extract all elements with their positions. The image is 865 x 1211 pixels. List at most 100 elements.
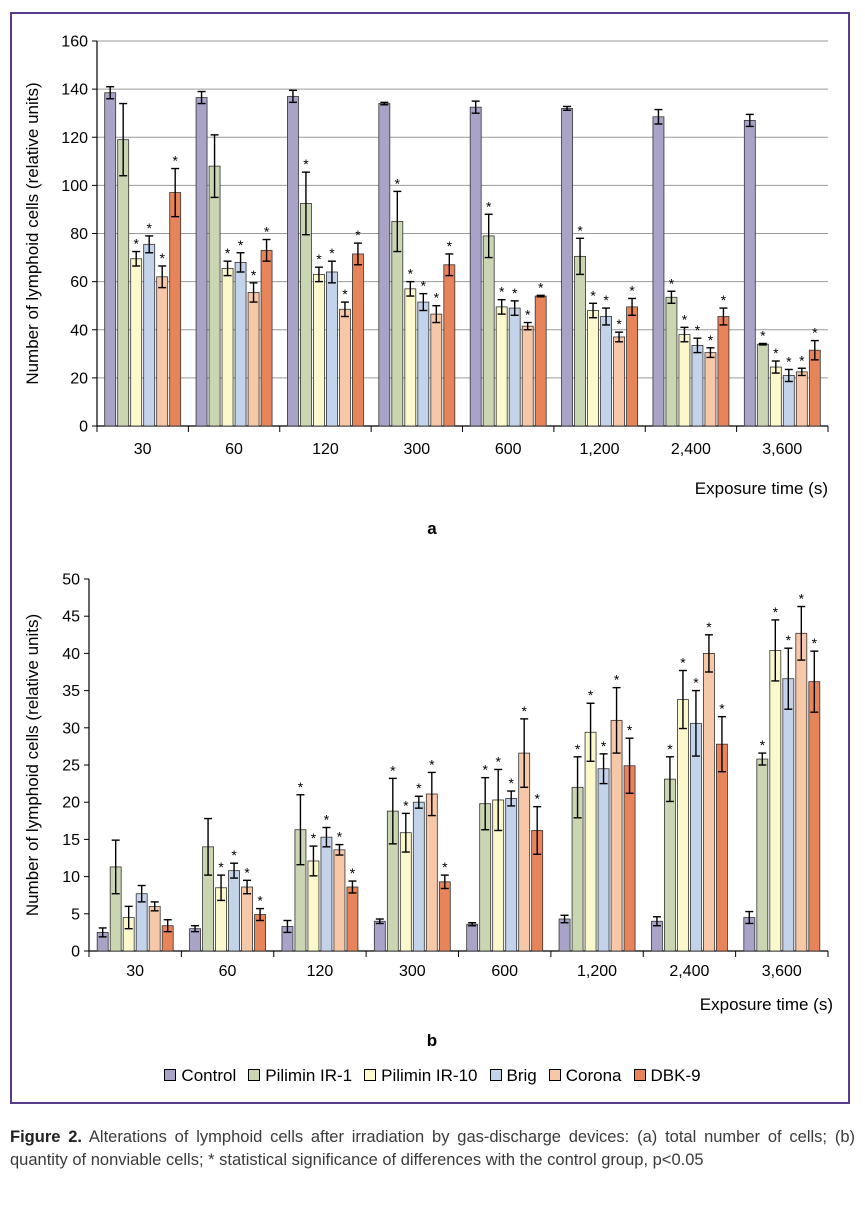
significance-marker: * (508, 775, 514, 791)
bar (558, 918, 571, 952)
x-tick-label: 300 (399, 963, 426, 980)
y-tick-label: 45 (62, 609, 80, 626)
y-tick-label: 20 (62, 795, 80, 812)
bar (690, 722, 702, 952)
y-tick-label: 35 (62, 683, 80, 700)
bar (677, 699, 689, 952)
significance-marker: * (172, 153, 178, 169)
significance-marker: * (329, 245, 335, 261)
significance-marker: * (721, 292, 727, 308)
y-tick-label: 50 (62, 572, 80, 589)
significance-marker: * (337, 829, 343, 845)
significance-marker: * (238, 237, 244, 253)
significance-marker: * (590, 287, 596, 303)
significance-marker: * (577, 222, 583, 238)
y-tick-label: 100 (61, 178, 88, 195)
bar (234, 261, 247, 427)
legend-label: Control (181, 1066, 237, 1085)
significance-marker: * (225, 245, 231, 261)
bar (130, 258, 143, 427)
bar (417, 301, 430, 427)
significance-marker: * (416, 780, 422, 796)
bar (195, 97, 208, 427)
legend-item: Pilimin IR-10 (364, 1066, 478, 1086)
significance-marker: * (257, 893, 263, 909)
x-tick-label: 30 (126, 963, 144, 980)
significance-marker: * (719, 701, 725, 717)
bar (652, 116, 665, 427)
bar (613, 336, 625, 427)
x-tick-label: 3,600 (762, 963, 802, 980)
significance-marker: * (447, 238, 453, 254)
legend-swatch (364, 1069, 377, 1081)
bar (117, 139, 130, 427)
bar (104, 92, 117, 427)
bar (333, 849, 346, 952)
bar (169, 192, 182, 427)
significance-marker: * (603, 292, 609, 308)
significance-marker: * (408, 266, 414, 282)
y-tick-label: 0 (71, 944, 80, 961)
legend-swatch (248, 1069, 261, 1081)
bar (466, 923, 479, 952)
legend-item: Control (164, 1066, 236, 1086)
bar (717, 316, 730, 427)
significance-marker: * (680, 655, 686, 671)
bar (691, 344, 704, 427)
panel-label: a (427, 519, 437, 538)
bar (626, 306, 638, 427)
bar (665, 296, 678, 427)
legend-label: DBK-9 (650, 1066, 701, 1085)
x-axis-label: Exposure time (s) (700, 995, 833, 1014)
y-tick-label: 10 (62, 869, 80, 886)
legend-item: DBK-9 (633, 1066, 701, 1086)
significance-marker: * (231, 847, 237, 863)
significance-marker: * (303, 156, 309, 172)
bar (148, 905, 161, 952)
significance-marker: * (311, 830, 317, 846)
bar (339, 308, 351, 427)
significance-marker: * (706, 619, 712, 635)
bar (782, 678, 795, 952)
panel-label: b (427, 1031, 437, 1050)
significance-marker: * (146, 220, 152, 236)
significance-marker: * (350, 865, 356, 881)
significance-marker: * (614, 672, 620, 688)
bar (228, 870, 240, 952)
significance-marker: * (588, 687, 594, 703)
significance-marker: * (669, 275, 675, 291)
bar (320, 836, 333, 952)
significance-marker: * (601, 738, 607, 754)
bar (808, 681, 821, 952)
x-tick-label: 2,400 (671, 441, 711, 458)
significance-marker: * (499, 284, 505, 300)
bar (260, 249, 273, 427)
bar (469, 106, 482, 427)
y-axis-label: Number of lymphoid cells (relative units… (23, 614, 42, 916)
significance-marker: * (695, 322, 701, 338)
bar (438, 881, 451, 952)
significance-marker: * (575, 741, 581, 757)
bar (247, 292, 260, 427)
significance-marker: * (786, 632, 792, 648)
significance-marker: * (395, 175, 401, 191)
bar (795, 371, 808, 427)
legend-swatch (164, 1069, 177, 1081)
significance-marker: * (421, 278, 427, 294)
y-tick-label: 60 (70, 274, 88, 291)
significance-marker: * (159, 250, 165, 266)
significance-marker: * (760, 737, 766, 753)
significance-marker: * (534, 791, 540, 807)
significance-marker: * (482, 762, 488, 778)
significance-marker: * (390, 762, 396, 778)
x-tick-label: 60 (219, 963, 237, 980)
significance-marker: * (244, 864, 250, 880)
significance-marker: * (708, 332, 714, 348)
bar (743, 120, 756, 427)
bar (795, 632, 808, 952)
bar (241, 886, 253, 952)
y-tick-label: 80 (70, 226, 88, 243)
y-tick-label: 40 (70, 322, 88, 339)
y-tick-label: 5 (71, 906, 80, 923)
